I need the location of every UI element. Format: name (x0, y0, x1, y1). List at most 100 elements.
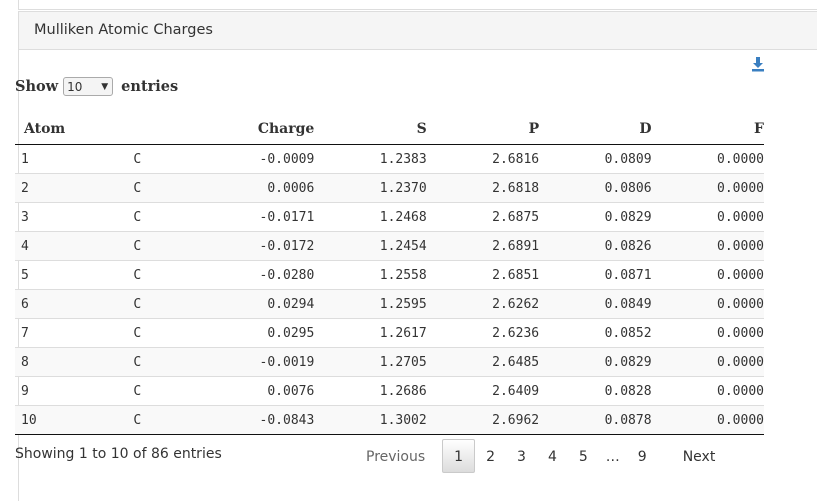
table-row: 5 C -0.0280 1.2558 2.6851 0.0871 0.0000 (15, 260, 764, 290)
cell-d: 0.0806 (539, 173, 652, 203)
cell-p: 2.6818 (426, 173, 540, 203)
page-button-2[interactable]: 2 (486, 449, 496, 465)
column-header-f[interactable]: F (651, 115, 764, 145)
cell-f: 0.0000 (651, 318, 764, 348)
charges-table: Atom Charge S P D F 1 C -0.0009 1.2383 2… (15, 115, 764, 435)
cell-d: 0.0849 (539, 289, 652, 319)
cell-element: C (133, 260, 193, 290)
page-button-3[interactable]: 3 (517, 449, 526, 465)
cell-s: 1.2595 (314, 289, 427, 319)
cell-d: 0.0852 (539, 318, 652, 348)
table-row: 1 C -0.0009 1.2383 2.6816 0.0809 0.0000 (15, 145, 764, 174)
cell-f: 0.0000 (651, 347, 764, 377)
cell-atom: 1 (21, 151, 29, 167)
cell-element: C (133, 202, 193, 232)
column-header-p[interactable]: P (426, 115, 540, 145)
cell-charge: -0.0843 (192, 405, 315, 435)
cell-f: 0.0000 (651, 405, 764, 435)
previous-panel-edge (18, 0, 817, 10)
cell-s: 1.2370 (314, 173, 427, 203)
table-info: Showing 1 to 10 of 86 entries (15, 446, 222, 462)
cell-d: 0.0878 (539, 405, 652, 435)
cell-s: 1.2454 (314, 231, 427, 261)
cell-s: 1.2686 (314, 376, 427, 406)
cell-d: 0.0829 (539, 347, 652, 377)
download-icon[interactable] (751, 56, 765, 72)
cell-p: 2.6262 (426, 289, 540, 319)
column-header-atom[interactable]: Atom (15, 115, 134, 145)
cell-element: C (133, 289, 193, 319)
cell-s: 1.2468 (314, 202, 427, 232)
column-header-d[interactable]: D (539, 115, 652, 145)
cell-f: 0.0000 (651, 231, 764, 261)
cell-atom: 4 (15, 231, 134, 261)
cell-charge: 0.0294 (192, 289, 315, 319)
cell-atom: 3 (15, 202, 134, 232)
cell-p: 2.6485 (426, 347, 540, 377)
page-button-4[interactable]: 4 (547, 449, 557, 465)
cell-atom: 8 (15, 347, 134, 377)
cell-atom: 6 (15, 289, 134, 319)
cell-charge: -0.0009 (259, 151, 315, 167)
page-button-5[interactable]: 5 (578, 449, 588, 465)
cell-element: C (133, 347, 193, 377)
cell-d: 0.0829 (539, 202, 652, 232)
table-header-row: Atom Charge S P D F (15, 115, 764, 145)
cell-element: C (133, 405, 193, 435)
cell-p: 2.6816 (492, 151, 540, 167)
chevron-down-icon: ▼ (101, 81, 109, 92)
table-row: 8 C -0.0019 1.2705 2.6485 0.0829 0.0000 (15, 347, 764, 377)
cell-d: 0.0828 (539, 376, 652, 406)
cell-charge: 0.0295 (192, 318, 315, 348)
cell-d: 0.0809 (604, 151, 652, 167)
entries-label: entries (121, 78, 179, 95)
cell-d: 0.0871 (539, 260, 652, 290)
cell-p: 2.6891 (426, 231, 540, 261)
table-row: 3 C -0.0171 1.2468 2.6875 0.0829 0.0000 (15, 202, 764, 232)
cell-p: 2.6962 (426, 405, 540, 435)
table-row: 7 C 0.0295 1.2617 2.6236 0.0852 0.0000 (15, 318, 764, 348)
previous-page-button[interactable]: Previous (366, 449, 426, 465)
table-row: 4 C -0.0172 1.2454 2.6891 0.0826 0.0000 (15, 231, 764, 261)
cell-atom: 7 (15, 318, 134, 348)
column-header-charge[interactable]: Charge (192, 115, 315, 145)
cell-p: 2.6409 (426, 376, 540, 406)
next-page-button[interactable]: Next (682, 449, 716, 465)
cell-p: 2.6875 (426, 202, 540, 232)
page-length-control: Show 10 ▼ entries (15, 77, 178, 96)
table-row: 6 C 0.0294 1.2595 2.6262 0.0849 0.0000 (15, 289, 764, 319)
cell-p: 2.6851 (426, 260, 540, 290)
table-row: 10 C -0.0843 1.3002 2.6962 0.0878 0.0000 (15, 405, 764, 435)
cell-p: 2.6236 (426, 318, 540, 348)
cell-s: 1.2558 (314, 260, 427, 290)
cell-s: 1.2705 (314, 347, 427, 377)
page-length-value: 10 (67, 79, 83, 94)
cell-atom: 2 (15, 173, 134, 203)
table-body: 1 C -0.0009 1.2383 2.6816 0.0809 0.0000 … (15, 145, 764, 435)
column-header-element[interactable] (133, 115, 193, 145)
cell-charge: -0.0019 (192, 347, 315, 377)
cell-s: 1.2617 (314, 318, 427, 348)
pagination-ellipsis: … (605, 449, 620, 465)
cell-atom: 9 (15, 376, 134, 406)
cell-element: C (133, 376, 193, 406)
cell-atom: 10 (15, 405, 134, 435)
page-button-1[interactable]: 1 (442, 439, 476, 473)
cell-charge: 0.0076 (192, 376, 315, 406)
table-row: 9 C 0.0076 1.2686 2.6409 0.0828 0.0000 (15, 376, 764, 406)
page-length-select[interactable]: 10 ▼ (63, 77, 114, 96)
cell-charge: -0.0172 (192, 231, 315, 261)
cell-f: 0.0000 (717, 151, 764, 167)
table-row: 2 C 0.0006 1.2370 2.6818 0.0806 0.0000 (15, 173, 764, 203)
cell-element: C (133, 151, 142, 167)
pagination: Previous 1 2 3 4 5 … 9 Next (355, 438, 726, 474)
show-label: Show (15, 78, 59, 95)
cell-element: C (133, 231, 193, 261)
cell-f: 0.0000 (651, 173, 764, 203)
cell-charge: 0.0006 (192, 173, 315, 203)
page-button-last[interactable]: 9 (637, 449, 647, 465)
cell-s: 1.3002 (314, 405, 427, 435)
cell-f: 0.0000 (651, 202, 764, 232)
panel-title: Mulliken Atomic Charges (19, 11, 817, 50)
column-header-s[interactable]: S (314, 115, 427, 145)
